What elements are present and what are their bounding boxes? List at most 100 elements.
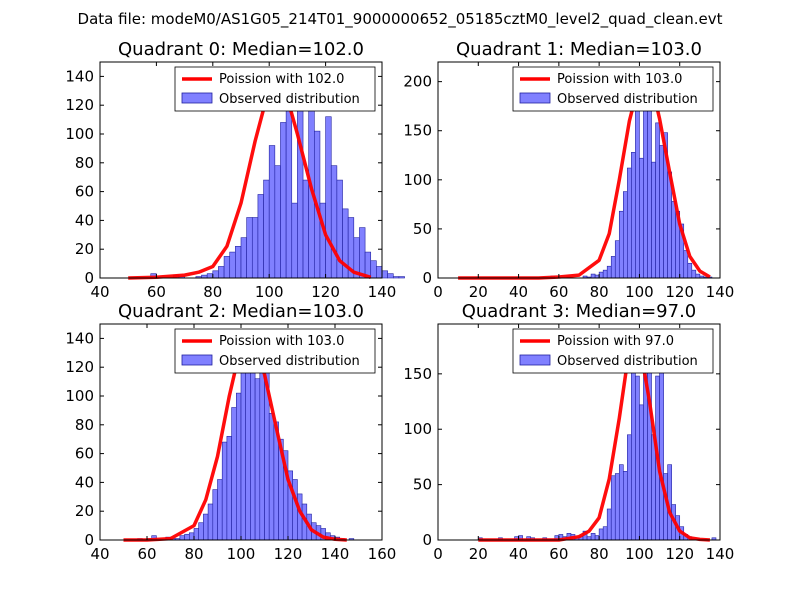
y-tick-label: 120 bbox=[65, 358, 94, 376]
histogram-bar bbox=[606, 265, 612, 279]
suptitle: Data file: modeM0/AS1G05_214T01_90000006… bbox=[78, 10, 723, 29]
axes-frame bbox=[99, 61, 383, 279]
histogram-bar bbox=[245, 355, 251, 541]
histogram-bar bbox=[325, 116, 332, 279]
histogram-bar bbox=[598, 528, 604, 541]
legend-histogram-label: Observed distribution bbox=[219, 354, 360, 369]
histogram-bar bbox=[330, 165, 338, 279]
histogram-bar bbox=[387, 273, 394, 279]
histogram-bar bbox=[602, 269, 608, 279]
histogram-bar bbox=[643, 96, 648, 279]
x-tick-label: 120 bbox=[665, 283, 694, 301]
histogram-bar bbox=[268, 412, 275, 541]
histogram-bar bbox=[212, 270, 219, 279]
subplot-quadrant-0: 40 60 80 100 120 140 0 20 40 60 80 100 120 140 Quadran… bbox=[65, 39, 405, 301]
subplot-title: Quadrant 3: Median=97.0 bbox=[462, 301, 697, 322]
histogram-bar bbox=[392, 276, 400, 279]
histogram-bar bbox=[291, 202, 298, 279]
y-tick-label: 60 bbox=[75, 445, 94, 463]
y-tick-label: 140 bbox=[65, 67, 94, 85]
histogram-bar bbox=[610, 475, 616, 541]
histogram-bar bbox=[189, 532, 195, 541]
subplot-title: Quadrant 2: Median=103.0 bbox=[118, 301, 364, 322]
x-tick-label: 100 bbox=[255, 283, 284, 301]
y-tick-label: 150 bbox=[403, 365, 432, 383]
y-tick-label: 40 bbox=[75, 473, 94, 491]
x-tick-label: 140 bbox=[706, 283, 735, 301]
histogram-bar bbox=[398, 276, 405, 279]
histogram-bar bbox=[614, 473, 620, 541]
histogram-bar bbox=[207, 503, 214, 541]
legend-histogram-swatch bbox=[181, 354, 213, 366]
y-tick-label: 100 bbox=[403, 171, 432, 189]
histogram-bar bbox=[598, 271, 604, 279]
legend-poisson-label: Poission with 103.0 bbox=[557, 72, 682, 87]
histogram-bar bbox=[602, 526, 608, 541]
histogram-bar bbox=[231, 407, 237, 541]
subplot-quadrant-1: 0 20 40 60 80 100 120 140 0 50 100 150 200 Quadrant 1… bbox=[403, 39, 734, 301]
histogram-bar bbox=[263, 179, 270, 279]
histogram-bar bbox=[229, 251, 236, 279]
histogram-bar bbox=[627, 434, 632, 541]
histogram-bar bbox=[639, 404, 644, 541]
subplots: 40 60 80 100 120 140 0 20 40 60 80 100 120 140 Quadran… bbox=[65, 39, 734, 563]
subplot-quadrant-3: 0 20 40 60 80 100 120 140 0 50 100 150 Quadrant 3: M… bbox=[403, 301, 734, 563]
histogram-bar bbox=[280, 122, 287, 279]
y-tick-label: 200 bbox=[403, 73, 432, 91]
histogram-bar bbox=[250, 359, 256, 541]
y-tick-label: 100 bbox=[403, 420, 432, 438]
histogram-bar bbox=[635, 375, 640, 541]
legend-histogram-label: Observed distribution bbox=[557, 354, 698, 369]
legend-box bbox=[174, 66, 376, 112]
histogram-bar bbox=[610, 256, 616, 279]
x-tick-label: 60 bbox=[147, 283, 166, 301]
histogram-bar bbox=[359, 227, 366, 279]
histogram-bar bbox=[623, 191, 628, 279]
histogram-bar bbox=[236, 392, 242, 541]
legend-histogram-label: Observed distribution bbox=[557, 92, 698, 107]
x-tick-label: 80 bbox=[184, 545, 203, 563]
histogram-bar bbox=[254, 378, 261, 541]
x-tick-label: 40 bbox=[509, 283, 528, 301]
histogram-bar bbox=[635, 105, 640, 279]
histogram-bar bbox=[285, 102, 293, 279]
histogram-bar bbox=[590, 533, 596, 541]
histogram-bar bbox=[659, 145, 664, 279]
histogram-bar bbox=[203, 513, 209, 541]
y-tick-label: 140 bbox=[65, 329, 94, 347]
y-tick-label: 40 bbox=[75, 211, 94, 229]
x-tick-label: 0 bbox=[433, 545, 443, 563]
x-tick-label: 120 bbox=[274, 545, 303, 563]
y-tick-label: 20 bbox=[75, 502, 94, 520]
legend-histogram-swatch bbox=[519, 354, 551, 366]
histogram-bar bbox=[627, 167, 632, 279]
x-tick-label: 100 bbox=[625, 283, 654, 301]
histogram-bar bbox=[659, 360, 664, 541]
legend-box bbox=[512, 66, 714, 112]
histogram-bar bbox=[240, 237, 247, 279]
histogram-bar bbox=[671, 201, 676, 279]
axes-frame bbox=[437, 61, 721, 279]
legend: Poission with 97.0 Observed distribution bbox=[512, 328, 714, 374]
histogram-bar bbox=[218, 266, 225, 279]
x-tick-label: 80 bbox=[590, 545, 609, 563]
legend-histogram-swatch bbox=[181, 92, 213, 104]
x-tick-label: 20 bbox=[469, 545, 488, 563]
x-tick-label: 120 bbox=[665, 545, 694, 563]
histogram-bar bbox=[184, 533, 190, 541]
subplot-quadrant-2: 40 60 80 100 120 140 160 0 20 40 60 80 100 120 140 Quad… bbox=[65, 301, 396, 563]
x-tick-label: 140 bbox=[321, 545, 350, 563]
histogram-bar bbox=[292, 479, 298, 541]
histogram-bar bbox=[257, 194, 264, 279]
histogram-bar bbox=[687, 262, 693, 279]
y-tick-label: 100 bbox=[65, 125, 94, 143]
histogram-bar bbox=[206, 273, 214, 279]
histogram-bar bbox=[639, 157, 644, 279]
histogram-bar bbox=[223, 256, 231, 279]
histogram-bar bbox=[198, 522, 204, 541]
legend: Poission with 102.0 Observed distribution bbox=[174, 66, 376, 112]
histogram-bar bbox=[381, 270, 388, 279]
x-tick-label: 100 bbox=[625, 545, 654, 563]
x-tick-label: 120 bbox=[311, 283, 340, 301]
